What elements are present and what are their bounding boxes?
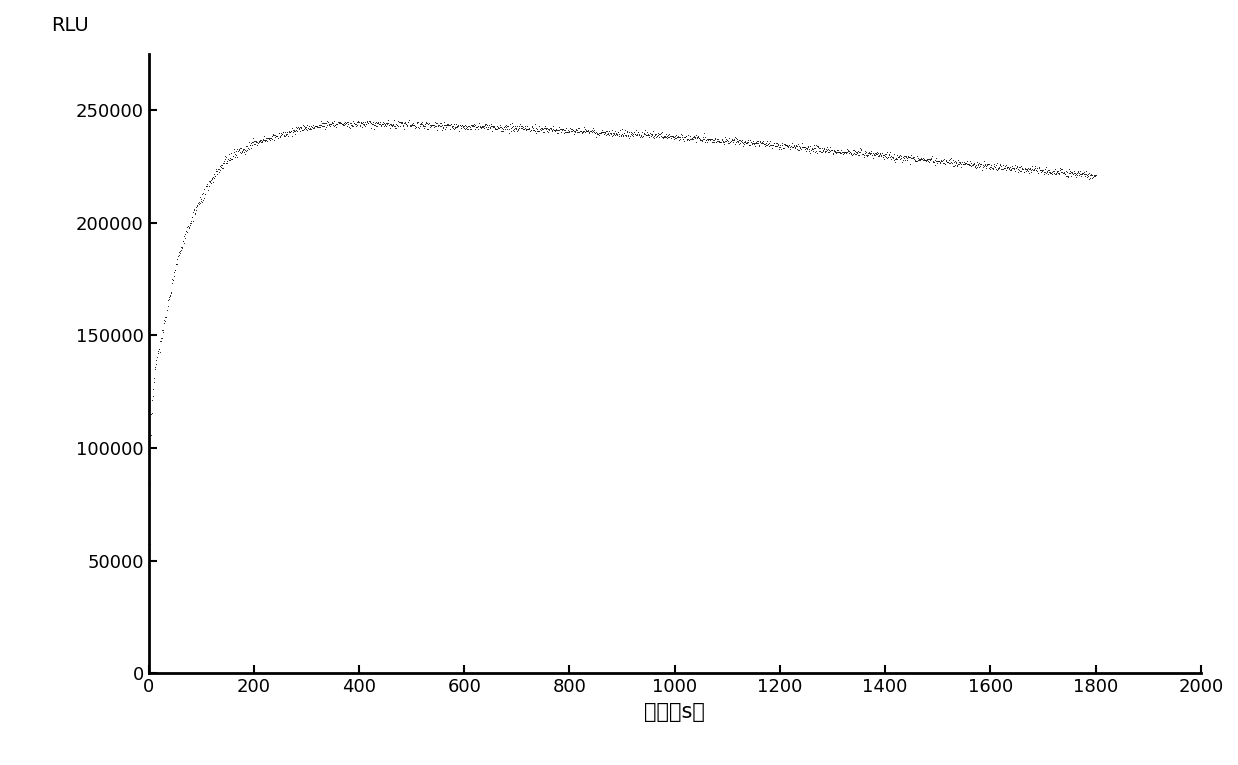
X-axis label: 时间（s）: 时间（s） — [644, 702, 706, 721]
Y-axis label: RLU: RLU — [51, 16, 88, 35]
